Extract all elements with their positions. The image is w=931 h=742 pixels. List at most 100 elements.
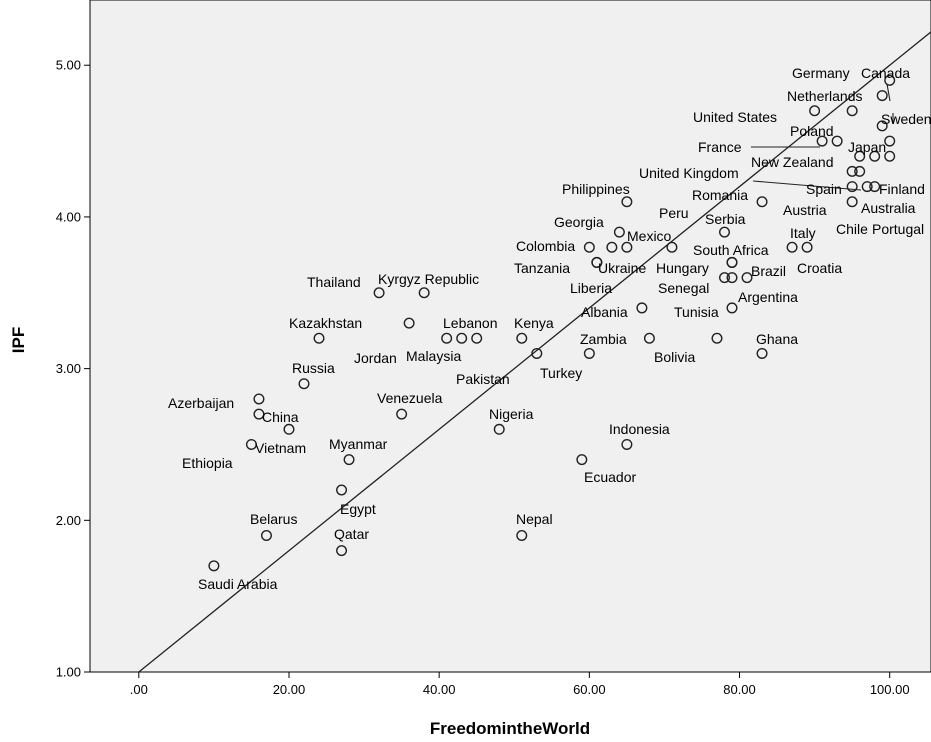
- point-label-malaysia: Malaysia: [406, 348, 461, 364]
- y-tick-label: 1.00: [56, 665, 81, 680]
- point-label-argentina: Argentina: [738, 289, 798, 305]
- point-label-germany: Germany: [792, 65, 850, 81]
- data-point: [260, 529, 272, 541]
- data-point: [208, 560, 220, 572]
- point-label-south-africa: South Africa: [693, 242, 769, 258]
- point-label-albania: Albania: [581, 304, 628, 320]
- point-label-canada: Canada: [861, 65, 910, 81]
- data-point: [253, 408, 265, 420]
- point-label-jordan: Jordan: [354, 350, 397, 366]
- point-label-finland: Finland: [879, 181, 925, 197]
- point-label-russia: Russia: [292, 360, 335, 376]
- data-point: [726, 272, 738, 284]
- point-label-myanmar: Myanmar: [329, 436, 388, 452]
- data-point: [313, 332, 325, 344]
- point-label-venezuela: Venezuela: [377, 390, 443, 406]
- point-label-nepal: Nepal: [516, 511, 553, 527]
- x-tick-label: 20.00: [273, 682, 306, 697]
- point-label-serbia: Serbia: [705, 211, 746, 227]
- data-point: [343, 454, 355, 466]
- data-point: [869, 150, 881, 162]
- point-label-portugal: Portugal: [872, 221, 924, 237]
- data-point: [403, 317, 415, 329]
- data-point: [846, 165, 858, 177]
- data-point: [471, 332, 483, 344]
- y-tick-label: 4.00: [56, 209, 81, 224]
- point-label-colombia: Colombia: [516, 238, 575, 254]
- point-label-azerbaijan: Azerbaijan: [168, 395, 234, 411]
- data-point: [726, 302, 738, 314]
- point-label-indonesia: Indonesia: [609, 421, 670, 437]
- point-label-bolivia: Bolivia: [654, 349, 695, 365]
- plot-area: [89, 0, 931, 673]
- data-point: [846, 181, 858, 193]
- data-point: [583, 241, 595, 253]
- point-label-brazil: Brazil: [751, 263, 786, 279]
- point-label-spain: Spain: [806, 181, 842, 197]
- data-point: [396, 408, 408, 420]
- data-point: [283, 423, 295, 435]
- data-point: [253, 393, 265, 405]
- label-layer: Saudi Arabia Belarus Qatar Egypt Myanmar Ethi…: [168, 65, 931, 592]
- data-point: [441, 332, 453, 344]
- point-label-egypt: Egypt: [340, 501, 376, 517]
- data-point: [531, 347, 543, 359]
- point-label-kenya: Kenya: [514, 315, 554, 331]
- data-point: [801, 241, 813, 253]
- leader-line: [886, 83, 891, 102]
- data-point: [621, 438, 633, 450]
- point-label-romania: Romania: [692, 187, 748, 203]
- point-label-japan: Japan: [848, 139, 886, 155]
- point-label-pakistan: Pakistan: [456, 371, 510, 387]
- point-label-kyrgyz-republic: Kyrgyz Republic: [378, 271, 479, 287]
- point-label-italy: Italy: [790, 225, 816, 241]
- point-label-hungary: Hungary: [656, 260, 709, 276]
- point-label-nigeria: Nigeria: [489, 406, 534, 422]
- y-axis-title: IPF: [9, 327, 28, 353]
- point-label-united-kingdom: United Kingdom: [639, 165, 739, 181]
- point-label-georgia: Georgia: [554, 214, 604, 230]
- data-point: [711, 332, 723, 344]
- point-label-mexico: Mexico: [627, 228, 672, 244]
- data-point: [719, 226, 731, 238]
- point-label-chile: Chile: [836, 221, 868, 237]
- data-point: [756, 196, 768, 208]
- data-point: [583, 347, 595, 359]
- point-label-australia: Australia: [861, 200, 916, 216]
- data-point: [516, 529, 528, 541]
- point-label-ukraine: Ukraine: [598, 260, 646, 276]
- y-tick-label: 5.00: [56, 58, 81, 73]
- data-point: [846, 105, 858, 117]
- x-tick-label: 80.00: [723, 682, 756, 697]
- data-point: [621, 196, 633, 208]
- data-point: [884, 135, 896, 147]
- data-point: [884, 150, 896, 162]
- point-label-vietnam: Vietnam: [255, 440, 306, 456]
- data-point: [643, 332, 655, 344]
- point-label-tanzania: Tanzania: [514, 260, 570, 276]
- data-point: [418, 287, 430, 299]
- data-point: [621, 241, 633, 253]
- point-label-ecuador: Ecuador: [584, 469, 636, 485]
- point-label-lebanon: Lebanon: [443, 315, 498, 331]
- data-point: [809, 105, 821, 117]
- point-label-poland: Poland: [790, 123, 834, 139]
- data-point: [516, 332, 528, 344]
- data-point: [298, 378, 310, 390]
- point-label-netherlands: Netherlands: [787, 88, 863, 104]
- point-label-saudi-arabia: Saudi Arabia: [198, 576, 278, 592]
- point-label-belarus: Belarus: [250, 511, 297, 527]
- point-label-sweden: Sweden: [881, 111, 931, 127]
- point-label-ethiopia: Ethiopia: [182, 455, 233, 471]
- leader-line-layer: [751, 83, 894, 191]
- data-point: [854, 165, 866, 177]
- point-label-united-states: United States: [693, 109, 777, 125]
- data-point: [373, 287, 385, 299]
- data-point: [854, 150, 866, 162]
- data-point: [876, 120, 888, 132]
- point-label-philippines: Philippines: [562, 181, 630, 197]
- point-label-tunisia: Tunisia: [674, 304, 719, 320]
- fit-line: [138, 31, 931, 673]
- data-point: [816, 135, 828, 147]
